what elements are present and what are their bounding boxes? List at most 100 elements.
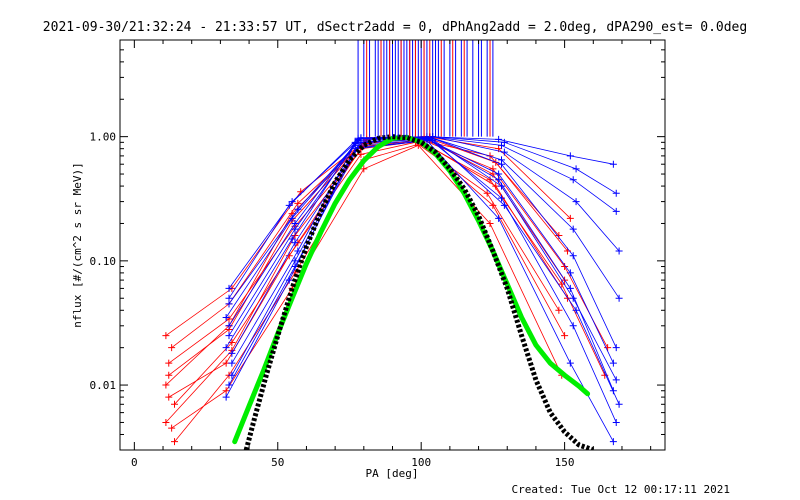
created-timestamp: Created: Tue Oct 12 00:17:11 2021	[511, 483, 730, 496]
x-tick-label: 100	[411, 456, 431, 469]
data-point-marker	[615, 247, 623, 255]
data-point-marker	[615, 294, 623, 302]
data-point-marker	[612, 189, 620, 197]
series-line	[225, 140, 614, 442]
data-point-marker	[555, 306, 563, 314]
chart-title: 2021-09-30/21:32:24 - 21:33:57 UT, dSect…	[43, 20, 747, 35]
data-point-marker	[566, 269, 574, 277]
data-point-marker	[222, 313, 230, 321]
data-point-marker	[162, 381, 170, 389]
data-point-marker	[165, 359, 173, 367]
data-point-marker	[162, 332, 170, 340]
data-point-marker	[162, 418, 170, 426]
data-point-marker	[357, 138, 365, 146]
data-point-marker	[294, 247, 302, 255]
data-point-marker	[609, 387, 617, 395]
y-axis-label: nflux [#/(cm^2 s sr MeV)]	[71, 162, 84, 328]
series-11	[222, 134, 617, 395]
x-tick-label: 50	[271, 456, 284, 469]
data-point-marker	[360, 165, 368, 173]
series-line	[231, 138, 614, 364]
data-point-marker	[569, 252, 577, 260]
series-6	[168, 141, 566, 432]
data-point-marker	[225, 294, 233, 302]
data-point-marker	[486, 219, 494, 227]
data-point-marker	[498, 141, 505, 149]
y-axis: 0.01 0.10 1.00	[90, 39, 665, 451]
data-point-marker	[561, 332, 569, 340]
data-point-marker	[225, 332, 233, 340]
data-point-marker	[609, 160, 617, 168]
data-point-marker	[489, 201, 497, 209]
series-3	[165, 138, 563, 401]
data-point-marker	[288, 235, 296, 243]
data-point-marker	[495, 170, 503, 178]
data-point-marker	[566, 214, 574, 222]
data-point-marker	[225, 322, 233, 330]
data-point-marker	[165, 371, 173, 379]
data-point-marker	[222, 387, 230, 395]
data-point-marker	[612, 344, 620, 352]
data-point-marker	[612, 207, 620, 215]
x-axis-label: PA [deg]	[366, 467, 419, 480]
data-point-marker	[288, 198, 296, 206]
data-point-marker	[171, 400, 178, 408]
series-12	[225, 133, 623, 308]
data-point-marker	[569, 322, 577, 330]
data-point-marker	[609, 359, 617, 367]
series-8	[171, 137, 571, 408]
data-point-marker	[500, 148, 508, 156]
data-point-marker	[566, 284, 574, 292]
data-point-marker	[500, 138, 508, 146]
data-point-marker	[612, 418, 620, 426]
series-20	[225, 133, 617, 302]
data-point-marker	[225, 284, 233, 292]
data-point-marker	[168, 344, 176, 352]
y-tick-label: 0.10	[90, 255, 117, 268]
y-tick-label: 1.00	[90, 131, 117, 144]
data-point-marker	[228, 349, 236, 357]
data-series-layer	[162, 133, 623, 450]
data-point-marker	[225, 381, 233, 389]
data-point-marker	[615, 400, 623, 408]
data-point-marker	[498, 156, 505, 164]
data-point-marker	[604, 344, 612, 352]
data-point-marker	[285, 276, 293, 284]
x-tick-label: 150	[555, 456, 575, 469]
data-point-marker	[572, 198, 580, 206]
fit-curve-black	[243, 134, 595, 450]
data-point-marker	[165, 393, 173, 401]
data-point-marker	[483, 189, 491, 197]
spike-layer	[357, 40, 494, 137]
y-tick-label: 0.01	[90, 379, 117, 392]
series-line	[228, 136, 614, 299]
series-line	[228, 136, 617, 289]
data-point-marker	[572, 306, 580, 314]
data-point-marker	[498, 182, 505, 190]
series-9	[162, 135, 563, 389]
data-point-marker	[171, 438, 178, 446]
data-point-marker	[500, 201, 508, 209]
data-point-marker	[566, 152, 574, 160]
series-line	[228, 139, 620, 405]
data-point-marker	[222, 344, 230, 352]
data-point-marker	[228, 359, 236, 367]
data-point-marker	[225, 315, 233, 323]
data-point-marker	[495, 135, 503, 143]
series-21	[228, 134, 620, 384]
fit-curve-green	[232, 134, 591, 445]
data-point-marker	[609, 438, 617, 446]
data-point-marker	[569, 176, 577, 184]
data-point-marker	[294, 199, 302, 207]
data-point-marker	[291, 232, 299, 239]
data-point-marker	[498, 194, 505, 202]
data-point-marker	[612, 376, 620, 384]
data-point-marker	[291, 239, 299, 247]
x-tick-label: 0	[131, 456, 138, 469]
data-point-marker	[572, 165, 580, 173]
data-point-marker	[168, 424, 176, 432]
series-line	[165, 140, 606, 423]
data-point-marker	[561, 263, 569, 271]
data-point-marker	[291, 225, 299, 233]
